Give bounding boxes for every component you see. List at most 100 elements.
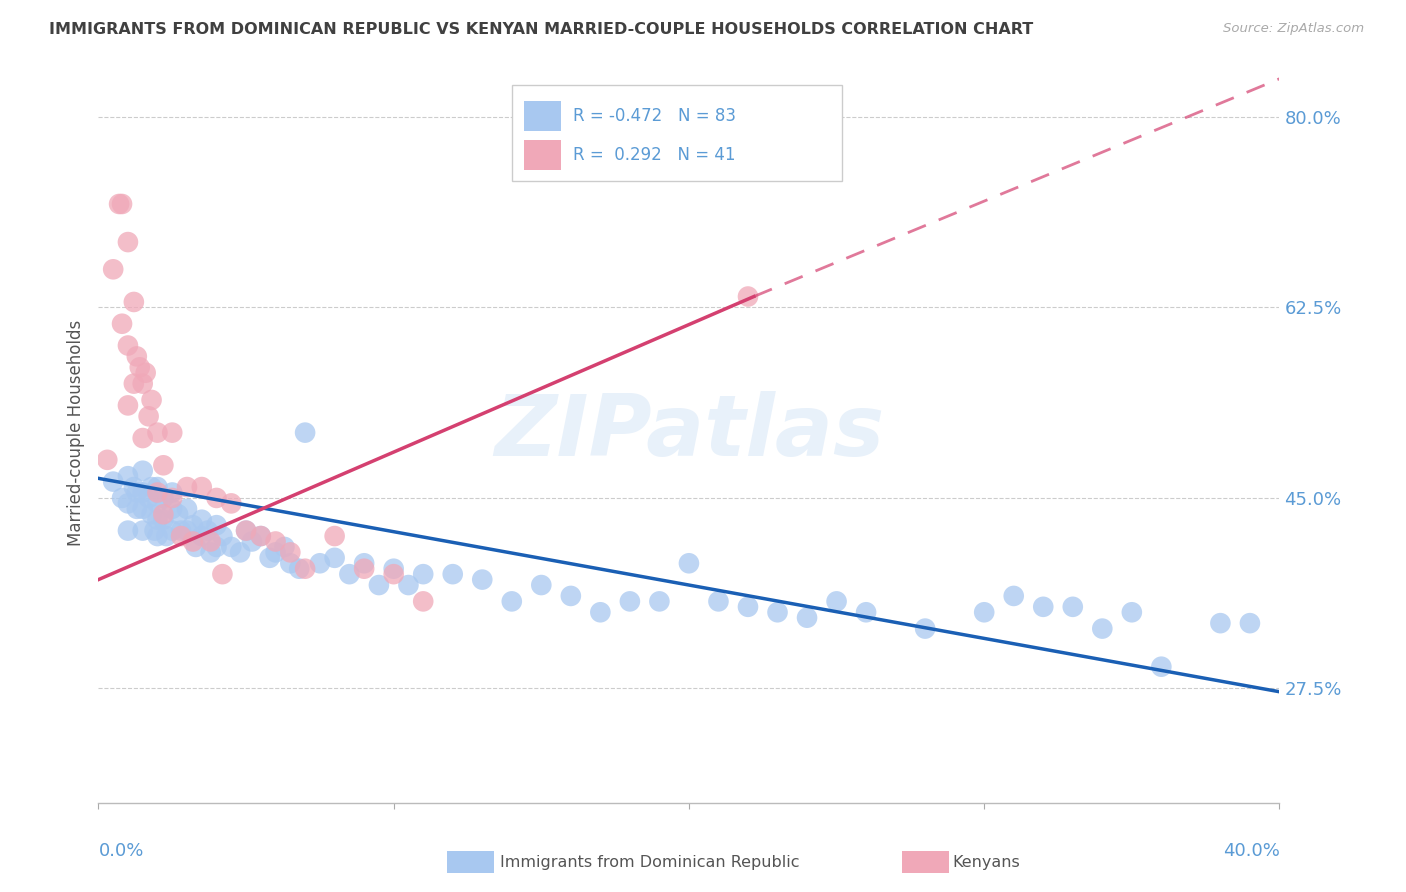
Point xyxy=(176,524,198,538)
Point xyxy=(200,534,222,549)
Point xyxy=(259,550,281,565)
Point xyxy=(501,594,523,608)
Point xyxy=(162,425,183,440)
Point xyxy=(141,508,163,522)
Point xyxy=(323,550,346,565)
Y-axis label: Married-couple Households: Married-couple Households xyxy=(66,319,84,546)
Point xyxy=(441,567,464,582)
Point xyxy=(294,562,316,576)
Point xyxy=(117,398,139,412)
Point xyxy=(796,610,818,624)
Text: Source: ZipAtlas.com: Source: ZipAtlas.com xyxy=(1223,22,1364,36)
Point xyxy=(235,524,257,538)
Point xyxy=(240,534,263,549)
Point xyxy=(135,366,157,380)
Point xyxy=(141,480,163,494)
Point xyxy=(560,589,582,603)
Point xyxy=(117,469,139,483)
Point xyxy=(146,529,169,543)
Point xyxy=(1062,599,1084,614)
Text: Kenyans: Kenyans xyxy=(952,855,1021,870)
Point xyxy=(167,508,190,522)
Point xyxy=(128,360,150,375)
Point xyxy=(288,562,311,576)
Point xyxy=(117,338,139,352)
Point xyxy=(122,376,145,391)
Point xyxy=(191,513,214,527)
Point xyxy=(111,491,134,505)
Point xyxy=(143,524,166,538)
Point xyxy=(530,578,553,592)
Point xyxy=(132,485,155,500)
Point xyxy=(132,464,155,478)
Point xyxy=(170,524,193,538)
Point xyxy=(117,235,139,249)
Point xyxy=(103,262,125,277)
Point xyxy=(264,545,287,559)
Point xyxy=(141,392,163,407)
Point xyxy=(619,594,641,608)
Point xyxy=(825,594,848,608)
Text: 0.0%: 0.0% xyxy=(98,842,143,860)
Point xyxy=(855,605,877,619)
Text: R = -0.472   N = 83: R = -0.472 N = 83 xyxy=(574,107,737,125)
Point xyxy=(309,556,332,570)
Point xyxy=(737,599,759,614)
Point xyxy=(648,594,671,608)
Point xyxy=(146,485,169,500)
Point xyxy=(146,513,169,527)
Point xyxy=(412,567,434,582)
Point xyxy=(117,524,139,538)
Point xyxy=(1209,616,1232,631)
Point xyxy=(353,556,375,570)
Point xyxy=(155,529,177,543)
Point xyxy=(176,480,198,494)
Point xyxy=(138,409,160,424)
FancyBboxPatch shape xyxy=(523,101,561,130)
Point xyxy=(125,350,148,364)
Text: ZIPatlas: ZIPatlas xyxy=(494,391,884,475)
Point xyxy=(221,540,243,554)
Point xyxy=(264,534,287,549)
Point xyxy=(235,524,257,538)
FancyBboxPatch shape xyxy=(447,851,494,873)
Point xyxy=(138,491,160,505)
Point xyxy=(146,480,169,494)
Point xyxy=(152,458,174,473)
Point xyxy=(914,622,936,636)
Point xyxy=(211,529,233,543)
Point xyxy=(1032,599,1054,614)
Point xyxy=(122,480,145,494)
Point xyxy=(170,529,193,543)
Point xyxy=(117,496,139,510)
Point xyxy=(191,480,214,494)
Point xyxy=(181,534,204,549)
Point xyxy=(323,529,346,543)
Point xyxy=(1150,659,1173,673)
Point xyxy=(398,578,420,592)
Point xyxy=(273,540,295,554)
Point xyxy=(108,197,131,211)
Point xyxy=(412,594,434,608)
Point xyxy=(205,540,228,554)
Point xyxy=(280,556,302,570)
Point xyxy=(280,545,302,559)
Point xyxy=(211,567,233,582)
Point xyxy=(221,496,243,510)
FancyBboxPatch shape xyxy=(512,85,842,181)
Point xyxy=(973,605,995,619)
FancyBboxPatch shape xyxy=(901,851,949,873)
Point xyxy=(132,431,155,445)
Point xyxy=(132,524,155,538)
Point xyxy=(162,524,183,538)
Point xyxy=(162,485,183,500)
Point xyxy=(146,425,169,440)
Point xyxy=(707,594,730,608)
Point xyxy=(184,540,207,554)
Point xyxy=(250,529,273,543)
Point xyxy=(152,513,174,527)
Point xyxy=(96,453,118,467)
Point xyxy=(197,524,219,538)
Point xyxy=(205,491,228,505)
Point xyxy=(382,567,405,582)
